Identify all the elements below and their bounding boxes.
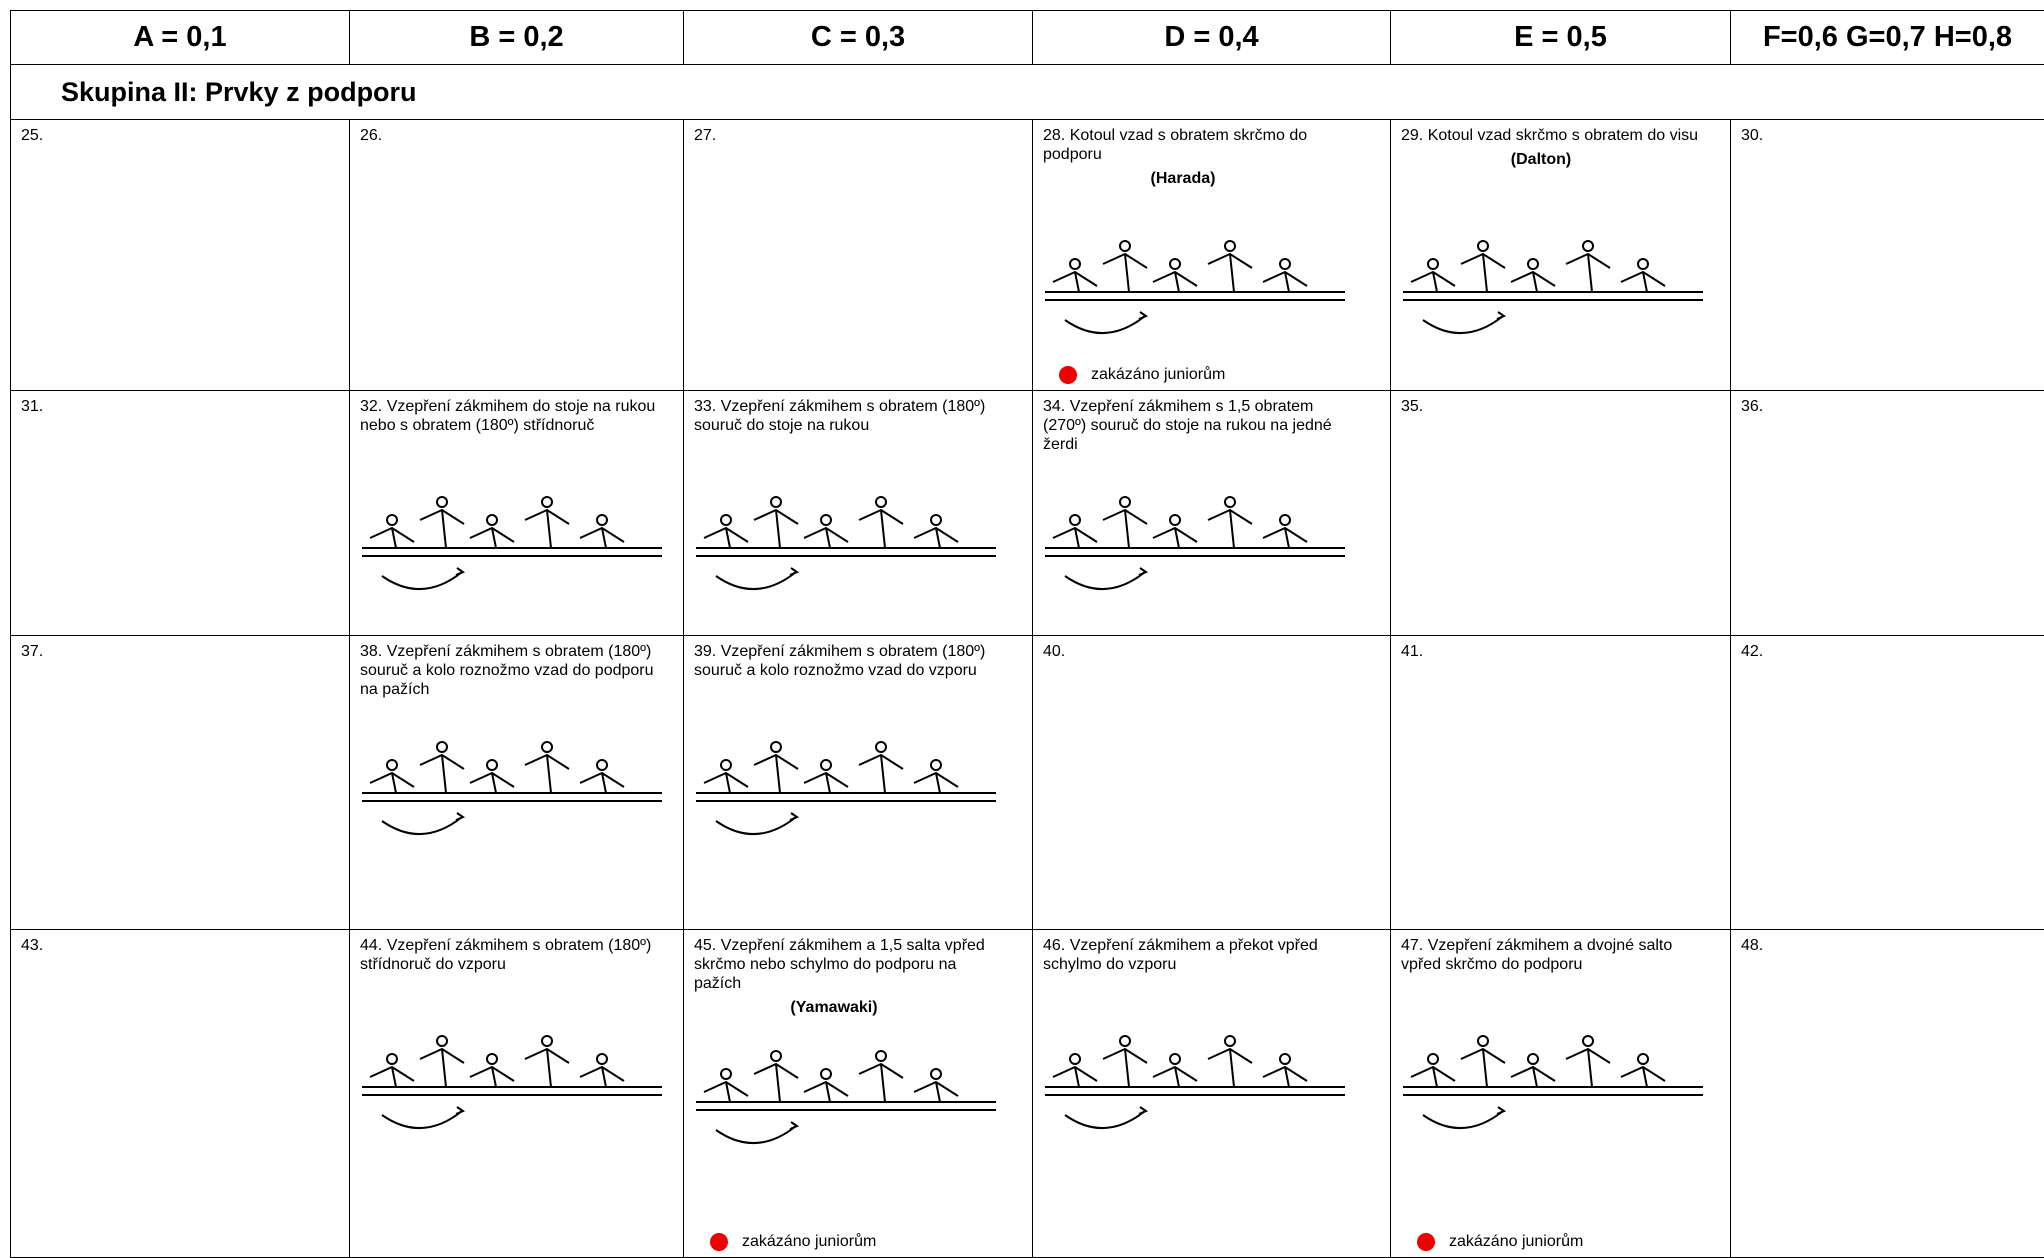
header-cell: B = 0,2 xyxy=(350,11,684,65)
header-cell: A = 0,1 xyxy=(11,11,350,65)
element-cell: 37. xyxy=(11,636,350,930)
element-description: 40. xyxy=(1033,636,1353,661)
element-cell: 43. xyxy=(11,930,350,1258)
element-cell: 35. xyxy=(1391,391,1731,636)
junior-note: zakázáno juniorům xyxy=(1417,1233,1583,1251)
element-description: 46. Vzepření zákmihem a překot vpřed sch… xyxy=(1033,930,1353,974)
element-description: 34. Vzepření zákmihem s 1,5 obratem (270… xyxy=(1033,391,1353,454)
element-cell: 28. Kotoul vzad s obratem skrčmo do podp… xyxy=(1033,120,1391,391)
illustration xyxy=(1403,1025,1703,1145)
junior-note: zakázáno juniorům xyxy=(710,1233,876,1251)
illustration xyxy=(362,486,662,606)
header-cell: C = 0,3 xyxy=(684,11,1033,65)
illustration xyxy=(362,731,662,851)
element-name: (Yamawaki) xyxy=(684,999,984,1017)
element-cell: 39. Vzepření zákmihem s obratem (180º) s… xyxy=(684,636,1033,930)
note-text: zakázáno juniorům xyxy=(1449,1233,1583,1251)
element-cell: 27. xyxy=(684,120,1033,391)
header-cell: D = 0,4 xyxy=(1033,11,1391,65)
note-text: zakázáno juniorům xyxy=(1091,366,1225,384)
note-text: zakázáno juniorům xyxy=(742,1233,876,1251)
element-description: 48. xyxy=(1731,930,2044,955)
element-description: 32. Vzepření zákmihem do stoje na rukou … xyxy=(350,391,670,435)
element-cell: 25. xyxy=(11,120,350,391)
header-cell: F=0,6 G=0,7 H=0,8 xyxy=(1731,11,2044,65)
junior-note: zakázáno juniorům xyxy=(1059,366,1225,384)
element-cell: 44. Vzepření zákmihem s obratem (180º) s… xyxy=(350,930,684,1258)
element-description: 28. Kotoul vzad s obratem skrčmo do podp… xyxy=(1033,120,1353,164)
group-row: Skupina II: Prvky z podporu xyxy=(11,65,2044,120)
element-row: 31. 32. Vzepření zákmihem do stoje na ruk… xyxy=(11,391,2044,636)
element-cell: 30. xyxy=(1731,120,2044,391)
illustration xyxy=(696,1040,996,1160)
element-description: 27. xyxy=(684,120,1004,145)
element-description: 29. Kotoul vzad skrčmo s obratem do visu xyxy=(1391,120,1711,145)
element-description: 45. Vzepření zákmihem a 1,5 salta vpřed … xyxy=(684,930,1004,993)
element-description: 33. Vzepření zákmihem s obratem (180º) s… xyxy=(684,391,1004,435)
element-description: 35. xyxy=(1391,391,1711,416)
element-cell: 47. Vzepření zákmihem a dvojné salto vpř… xyxy=(1391,930,1731,1258)
element-cell: 33. Vzepření zákmihem s obratem (180º) s… xyxy=(684,391,1033,636)
red-dot xyxy=(1417,1233,1435,1251)
element-description: 47. Vzepření zákmihem a dvojné salto vpř… xyxy=(1391,930,1711,974)
illustration xyxy=(1045,1025,1345,1145)
element-description: 38. Vzepření zákmihem s obratem (180º) s… xyxy=(350,636,670,699)
element-cell: 36. xyxy=(1731,391,2044,636)
element-description: 44. Vzepření zákmihem s obratem (180º) s… xyxy=(350,930,670,974)
element-description: 36. xyxy=(1731,391,2044,416)
element-name: (Dalton) xyxy=(1391,151,1691,169)
element-cell: 34. Vzepření zákmihem s 1,5 obratem (270… xyxy=(1033,391,1391,636)
element-description: 30. xyxy=(1731,120,2044,145)
element-cell: 26. xyxy=(350,120,684,391)
element-cell: 42. xyxy=(1731,636,2044,930)
illustration xyxy=(362,1025,662,1145)
element-cell: 46. Vzepření zákmihem a překot vpřed sch… xyxy=(1033,930,1391,1258)
element-cell: 32. Vzepření zákmihem do stoje na rukou … xyxy=(350,391,684,636)
element-description: 26. xyxy=(350,120,670,145)
element-description: 37. xyxy=(11,636,331,661)
element-row: 25. 26. 27. 28. Kotoul vzad s obratem skrčm… xyxy=(11,120,2044,391)
illustration xyxy=(1045,486,1345,606)
red-dot xyxy=(710,1233,728,1251)
element-row: 37. 38. Vzepření zákmihem s obratem (180º… xyxy=(11,636,2044,930)
illustration xyxy=(696,486,996,606)
element-description: 31. xyxy=(11,391,331,416)
element-cell: 31. xyxy=(11,391,350,636)
illustration xyxy=(1403,230,1703,350)
element-cell: 45. Vzepření zákmihem a 1,5 salta vpřed … xyxy=(684,930,1033,1258)
element-description: 41. xyxy=(1391,636,1711,661)
element-row: 43. 44. Vzepření zákmihem s obratem (180º… xyxy=(11,930,2044,1258)
element-cell: 48. xyxy=(1731,930,2044,1258)
illustration xyxy=(696,731,996,851)
element-description: 43. xyxy=(11,930,331,955)
red-dot xyxy=(1059,366,1077,384)
element-cell: 41. xyxy=(1391,636,1731,930)
element-description: 42. xyxy=(1731,636,2044,661)
element-description: 39. Vzepření zákmihem s obratem (180º) s… xyxy=(684,636,1004,680)
illustration xyxy=(1045,230,1345,350)
element-cell: 40. xyxy=(1033,636,1391,930)
element-cell: 29. Kotoul vzad skrčmo s obratem do visu… xyxy=(1391,120,1731,391)
header-cell: E = 0,5 xyxy=(1391,11,1731,65)
element-cell: 38. Vzepření zákmihem s obratem (180º) s… xyxy=(350,636,684,930)
group-title: Skupina II: Prvky z podporu xyxy=(11,65,2044,120)
element-description: 25. xyxy=(11,120,331,145)
element-name: (Harada) xyxy=(1033,170,1333,188)
